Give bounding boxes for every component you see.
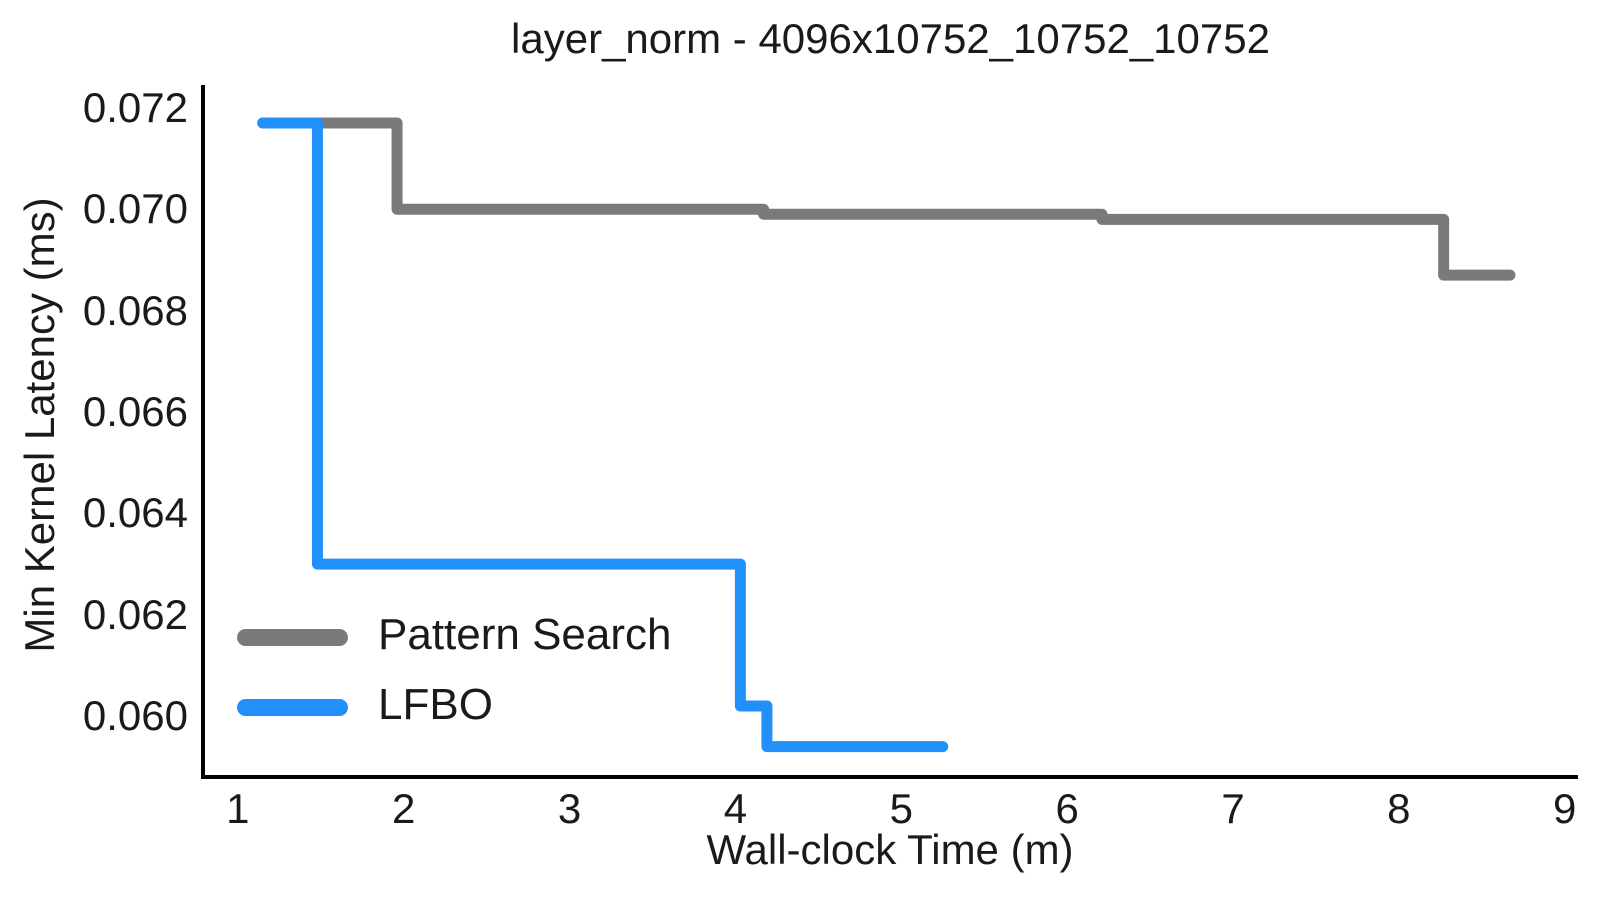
legend-label-pattern-search: Pattern Search (378, 610, 672, 659)
x-tick-label: 4 (723, 785, 748, 832)
x-tick-label: 6 (1055, 785, 1079, 832)
series-line-lfbo (257, 117, 949, 753)
x-tick-label: 1 (226, 785, 250, 832)
legend-swatch-lfbo (237, 698, 348, 716)
series-line-pattern-search (257, 117, 1516, 281)
x-axis-label: Wall-clock Time (m) (706, 826, 1074, 873)
x-tick-label: 3 (557, 785, 582, 832)
legend-swatch-pattern-search (237, 628, 348, 646)
legend-label-lfbo: LFBO (378, 680, 493, 729)
x-tick-label: 2 (392, 785, 416, 832)
y-axis-label: Min Kernel Latency (ms) (16, 197, 63, 653)
x-tick-label: 8 (1387, 785, 1411, 832)
y-tick-label: 0.062 (82, 590, 188, 638)
y-tick-label: 0.064 (82, 489, 188, 537)
x-tick-label: 7 (1221, 785, 1245, 832)
y-tick-label: 0.068 (82, 286, 188, 334)
chart-title: layer_norm - 4096x10752_10752_10752 (511, 15, 1270, 62)
x-tick-label: 5 (889, 785, 913, 832)
x-tick-label: 9 (1553, 785, 1577, 832)
y-tick-label: 0.070 (82, 185, 188, 233)
y-tick-label: 0.060 (82, 692, 188, 740)
y-tick-label: 0.066 (82, 387, 188, 435)
y-tick-label: 0.072 (82, 83, 188, 131)
